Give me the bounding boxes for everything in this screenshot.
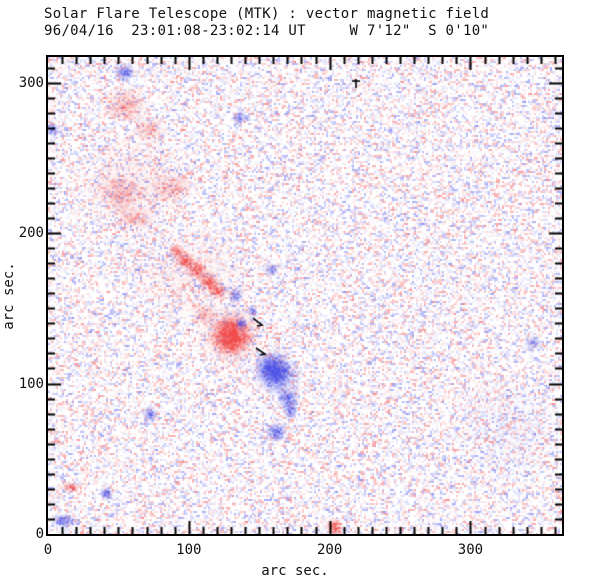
x-tick-label: 300 (457, 542, 484, 558)
x-tick-label: 0 (43, 542, 53, 558)
y-tick-label: 300 (18, 74, 44, 91)
y-tick-label: 200 (18, 225, 44, 242)
y-tick-label: 0 (35, 526, 44, 542)
y-axis-label: arc sec. (1, 262, 17, 330)
figure-title: Solar Flare Telescope (MTK) : vector mag… (44, 6, 490, 22)
x-tick-label: 100 (176, 542, 202, 558)
y-tick-label: 100 (18, 375, 44, 392)
plot-area (46, 55, 564, 536)
magnetogram-canvas (48, 57, 562, 534)
figure-subtitle: 96/04/16 23:01:08-23:02:14 UT W 7'12" S … (44, 23, 490, 39)
x-tick-label: 200 (316, 542, 343, 558)
x-axis-label: arc sec. (261, 563, 329, 579)
